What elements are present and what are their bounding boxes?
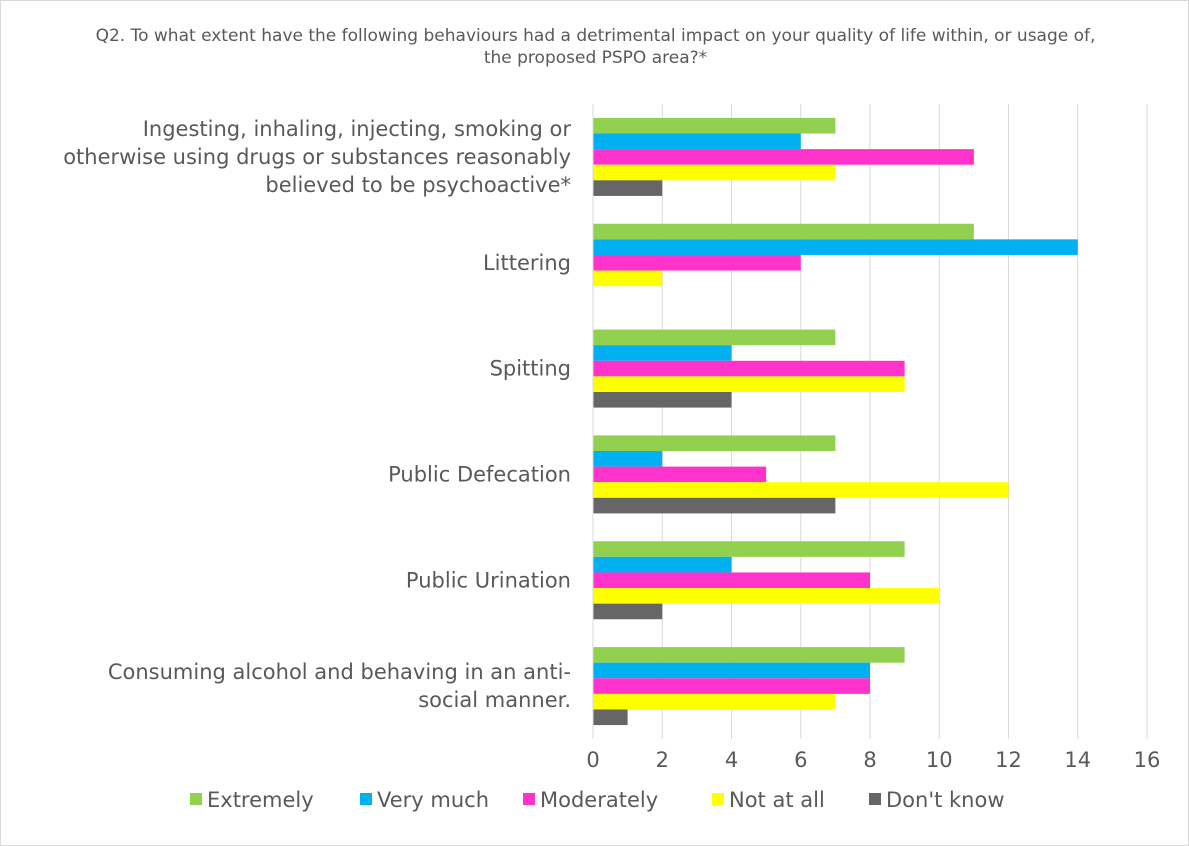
bar: [593, 345, 732, 361]
category-label: Public Urination: [406, 568, 571, 592]
bar: [593, 678, 870, 694]
x-tick-label: 16: [1134, 748, 1161, 772]
category-labels: Ingesting, inhaling, injecting, smoking …: [63, 117, 571, 712]
legend-label: Not at all: [729, 788, 825, 812]
legend-swatch: [712, 793, 724, 805]
bar: [593, 709, 628, 726]
bar: [593, 360, 905, 377]
category-label: Ingesting, inhaling, injecting, smoking …: [63, 117, 571, 197]
bar: [593, 556, 732, 573]
category-label: Consuming alcohol and behaving in an ant…: [108, 660, 571, 712]
bar: [593, 180, 663, 196]
bar: [593, 435, 836, 452]
bar: [593, 391, 732, 408]
category-label: Spitting: [490, 357, 571, 381]
x-tick-label: 12: [995, 748, 1022, 772]
bar: [593, 329, 836, 346]
x-tick-label: 2: [656, 748, 669, 772]
category-label: Littering: [483, 251, 571, 275]
gridlines: [661, 104, 1148, 739]
bar: [593, 662, 870, 679]
legend-label: Very much: [377, 788, 489, 812]
legend-item: Extremely: [190, 788, 314, 812]
bar: [593, 164, 836, 181]
bars: [593, 117, 1078, 726]
bar: [593, 133, 801, 150]
legend: Extremely Very much Moderately Not at all Do…: [190, 788, 1005, 812]
bar: [593, 223, 974, 240]
bar: [593, 376, 905, 392]
legend-swatch: [523, 793, 535, 805]
legend-item: Moderately: [523, 788, 658, 812]
bar: [593, 451, 663, 467]
legend-swatch: [869, 793, 881, 805]
legend-swatch: [360, 793, 372, 805]
x-tick-label: 8: [863, 748, 876, 772]
bar: [593, 270, 663, 287]
legend-item: Very much: [360, 788, 489, 812]
bar: [593, 588, 940, 604]
chart-title: Q2. To what extent have the following be…: [95, 26, 1096, 68]
bar: [593, 254, 801, 271]
bar: [593, 693, 836, 710]
legend-swatch: [190, 793, 202, 805]
x-tick-labels: 0 2 4 6 8 10 12 14 16: [586, 748, 1160, 772]
legend-label: Don't know: [886, 788, 1005, 812]
bar: [593, 466, 767, 483]
x-tick-label: 10: [926, 748, 953, 772]
bar: [593, 541, 905, 557]
legend-item: Don't know: [869, 788, 1005, 812]
bar: [593, 603, 663, 620]
bar: [593, 647, 905, 663]
legend-label: Moderately: [540, 788, 658, 812]
bar: [593, 497, 836, 514]
bar: [593, 482, 1009, 498]
x-tick-label: 4: [725, 748, 738, 772]
bar: [593, 149, 974, 165]
bar: [593, 239, 1078, 255]
x-tick-label: 0: [586, 748, 599, 772]
legend-item: Not at all: [712, 788, 825, 812]
bar: [593, 117, 836, 134]
x-tick-label: 14: [1064, 748, 1091, 772]
legend-label: Extremely: [207, 788, 314, 812]
category-label: Public Defecation: [388, 462, 571, 486]
x-tick-label: 6: [794, 748, 807, 772]
bar: [593, 572, 870, 589]
